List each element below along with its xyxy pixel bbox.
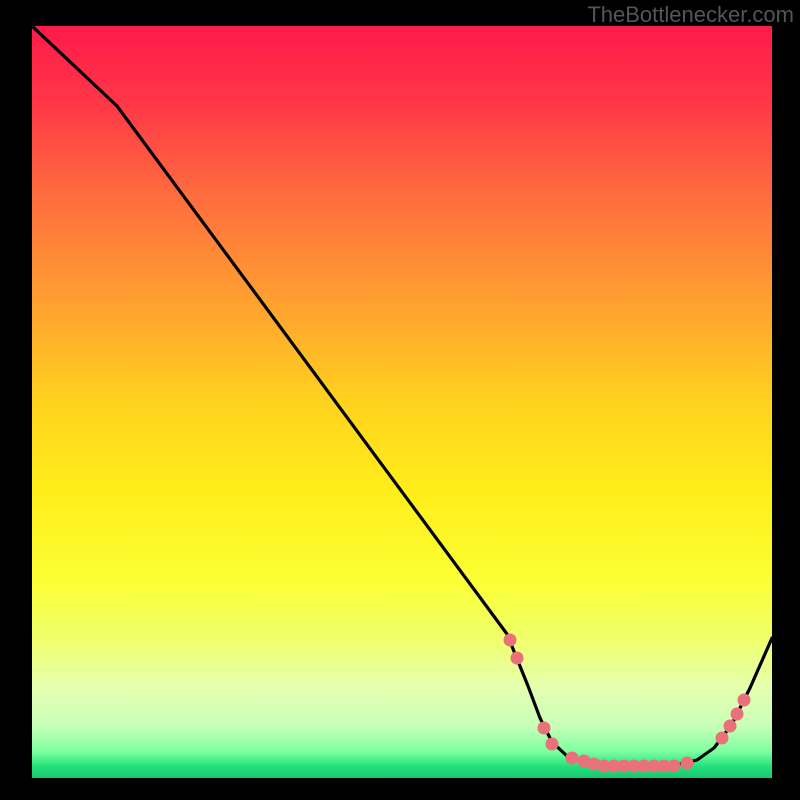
chart-svg [32,26,772,778]
dots-group [504,634,751,773]
data-dot [538,722,551,735]
curve-line [32,26,772,766]
data-dot [681,757,694,770]
data-dot [668,760,681,773]
data-dot [724,720,737,733]
data-dot [716,732,729,745]
data-dot [511,652,524,665]
data-dot [504,634,517,647]
data-dot [738,694,751,707]
data-dot [546,738,559,751]
plot-area [32,26,772,778]
data-dot [731,708,744,721]
attribution-label: TheBottlenecker.com [587,2,794,28]
chart-stage: TheBottlenecker.com [0,0,800,800]
data-dot [566,752,579,765]
